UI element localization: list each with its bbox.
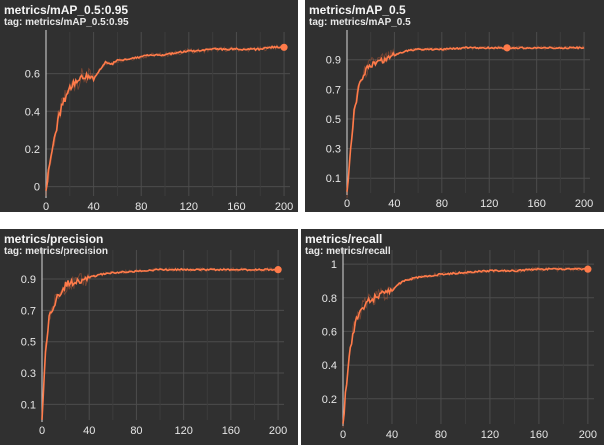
series-point bbox=[274, 266, 282, 274]
x-tick-label: 120 bbox=[481, 429, 499, 441]
x-tick-label: 80 bbox=[130, 425, 142, 437]
y-tick-label: 0.2 bbox=[25, 144, 40, 156]
chart-plot-precision: 0 40 80 120 160 200 0.1 0.3 0.5 0.7 0.9 bbox=[21, 248, 287, 437]
x-tick-label: 200 bbox=[269, 425, 287, 437]
x-tick-label: 0 bbox=[344, 198, 350, 210]
x-tick-label: 200 bbox=[575, 198, 593, 210]
x-tick-label: 160 bbox=[227, 201, 245, 212]
x-tick-label: 160 bbox=[527, 198, 545, 210]
y-tick-label: 0.4 bbox=[322, 360, 337, 372]
y-tick-label: 0.3 bbox=[326, 144, 341, 156]
y-tick-label: 0.4 bbox=[25, 106, 40, 118]
chart-plot-map-0595: 0 40 80 120 160 200 0 0.2 0.4 0.6 bbox=[25, 30, 293, 212]
y-tick-label: 1 bbox=[331, 259, 337, 271]
y-tick-label: 0.2 bbox=[322, 394, 337, 406]
x-tick-label: 120 bbox=[174, 425, 192, 437]
y-tick-label: 0.9 bbox=[326, 55, 341, 67]
x-tick-label: 40 bbox=[388, 198, 400, 210]
x-tick-label: 80 bbox=[135, 201, 147, 212]
x-tick-label: 120 bbox=[180, 201, 198, 212]
x-tick-label: 0 bbox=[39, 425, 45, 437]
series-line bbox=[346, 45, 585, 192]
x-tick-label: 80 bbox=[436, 198, 448, 210]
y-tick-label: 0.8 bbox=[322, 293, 337, 305]
series-point bbox=[584, 265, 592, 273]
raw-series-line bbox=[346, 45, 585, 199]
chart-panel-map-05: metrics/mAP_0.5 tag: metrics/mAP_0.5 0 40… bbox=[305, 0, 604, 212]
y-tick-label: 0.5 bbox=[326, 114, 341, 126]
x-tick-label: 200 bbox=[275, 201, 293, 212]
x-tick-label: 120 bbox=[480, 198, 498, 210]
y-tick-label: 0.3 bbox=[21, 368, 36, 380]
chart-tag: tag: metrics/recall bbox=[305, 246, 391, 257]
x-tick-label: 0 bbox=[43, 201, 49, 212]
series-point bbox=[503, 44, 511, 52]
series-line bbox=[342, 267, 589, 424]
chart-plot-recall: 0 40 80 120 160 200 0.2 0.4 0.6 0.8 1 bbox=[322, 248, 597, 441]
series-line bbox=[41, 267, 279, 420]
y-tick-label: 0.6 bbox=[25, 69, 40, 81]
y-tick-label: 0.1 bbox=[21, 399, 36, 411]
chart-plot-map-05: 0 40 80 120 160 200 0.1 0.3 0.5 0.7 0.9 bbox=[326, 30, 593, 210]
chart-title: metrics/mAP_0.5 bbox=[309, 3, 406, 17]
y-tick-label: 0.6 bbox=[322, 326, 337, 338]
chart-tag: tag: metrics/mAP_0.5 bbox=[309, 17, 411, 28]
x-tick-label: 40 bbox=[386, 429, 398, 441]
chart-panel-precision: metrics/precision tag: metrics/precision… bbox=[0, 229, 298, 445]
chart-tag: tag: metrics/precision bbox=[4, 246, 108, 257]
series-line bbox=[45, 45, 285, 191]
y-tick-label: 0.7 bbox=[326, 84, 341, 96]
x-tick-label: 160 bbox=[530, 429, 548, 441]
chart-title: metrics/precision bbox=[4, 232, 104, 246]
chart-panel-map-0595: metrics/mAP_0.5:0.95 tag: metrics/mAP_0.… bbox=[0, 0, 298, 212]
x-tick-label: 160 bbox=[222, 425, 240, 437]
x-tick-label: 80 bbox=[435, 429, 447, 441]
y-tick-label: 0.5 bbox=[21, 337, 36, 349]
raw-series-line bbox=[342, 265, 589, 428]
x-tick-label: 40 bbox=[83, 425, 95, 437]
chart-panel-recall: metrics/recall tag: metrics/recall 0 40 80… bbox=[301, 229, 604, 445]
y-tick-label: 0.9 bbox=[21, 274, 36, 286]
chart-title: metrics/recall bbox=[305, 232, 383, 246]
raw-series-line bbox=[45, 44, 285, 197]
y-tick-label: 0.7 bbox=[21, 305, 36, 317]
x-tick-label: 200 bbox=[579, 429, 597, 441]
y-tick-label: 0 bbox=[34, 182, 40, 194]
chart-title: metrics/mAP_0.5:0.95 bbox=[4, 3, 129, 17]
chart-tag: tag: metrics/mAP_0.5:0.95 bbox=[4, 17, 129, 28]
series-point bbox=[280, 43, 288, 51]
x-tick-label: 40 bbox=[87, 201, 99, 212]
x-tick-label: 0 bbox=[340, 429, 346, 441]
y-tick-label: 0.1 bbox=[326, 173, 341, 185]
